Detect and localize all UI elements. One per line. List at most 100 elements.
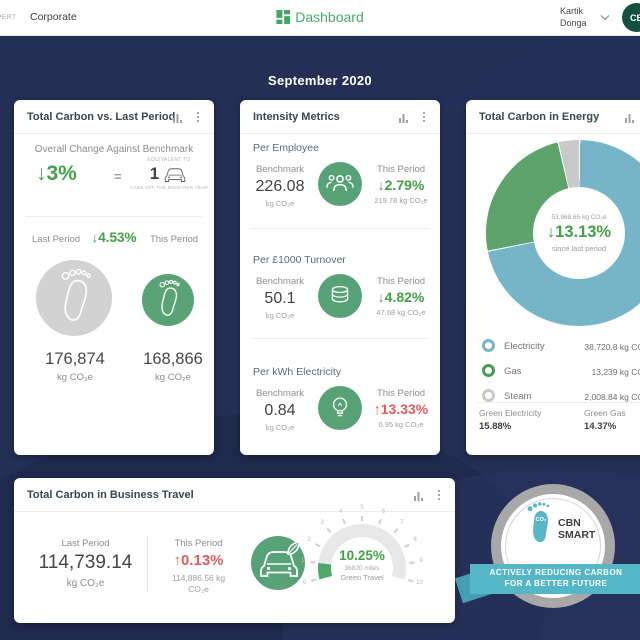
user-last-name: Donga [560, 18, 587, 28]
avatar-initials: CB [630, 12, 640, 23]
stat-label: Green Electricity [479, 408, 542, 418]
gauge-tick-label: 1 [301, 558, 305, 565]
this-period-value: 0.95 kg CO₂e [378, 420, 424, 429]
equivalent-to-label: EQUIVALENT TO [147, 157, 191, 163]
divider [240, 133, 440, 134]
chart-type-icon[interactable] [398, 112, 410, 124]
nav-corporate[interactable]: Corporate [30, 11, 77, 23]
user-menu[interactable]: Kartik Donga [560, 5, 587, 29]
legend-value: 13,239 kg CO₂e [591, 367, 640, 377]
card-title: Total Carbon in Business Travel [27, 489, 194, 501]
coins-icon [331, 286, 349, 303]
chart-type-icon[interactable] [413, 490, 425, 502]
stat-value: 15.88% [479, 421, 512, 432]
kebab-menu-icon[interactable] [435, 488, 443, 502]
legend-label: Steam [504, 391, 532, 402]
gauge-tick-label: 9 [419, 558, 423, 565]
benchmark-subtitle: Overall Change Against Benchmark [34, 144, 194, 155]
gauge-tick-label: 0 [302, 579, 307, 586]
kebab-menu-icon[interactable] [194, 110, 202, 124]
card-title: Total Carbon in Energy [479, 111, 600, 123]
gas-ring-icon [482, 364, 495, 377]
change-value: ↑13.33% [373, 401, 429, 417]
card-total-carbon-vs-last-period: Total Carbon vs. Last Period Overall Cha… [14, 100, 214, 455]
coins-icon-circle [318, 274, 362, 318]
gauge-miles-caption: 36820 miles [344, 565, 380, 572]
avatar[interactable]: CB [622, 3, 640, 32]
energy-change-caption: since last period [551, 243, 607, 253]
last-period-value: 176,874 [45, 350, 105, 368]
car-icon [165, 168, 186, 182]
gauge-tick [342, 518, 346, 524]
gauge-tick-label: 7 [400, 520, 404, 527]
equivalent-caption: CARS OFF THE ROAD PER YEAR [130, 185, 208, 190]
chart-type-icon[interactable] [172, 112, 184, 124]
gauge-tick-label: 3 [320, 520, 324, 527]
stat-value: 14.37% [584, 421, 617, 432]
metric-per-turnover: Per £1000 Turnover Benchmark 50.1 kg CO₂… [240, 254, 440, 354]
gauge-tick-label: 4 [339, 508, 343, 515]
legend-electricity[interactable]: Electricity 38,720.8 kg CO₂e [466, 336, 640, 360]
this-period-value: 219.78 kg CO₂e [374, 196, 428, 205]
gauge-tick-label: 5 [360, 505, 364, 511]
gauge-value: 10.25% [339, 548, 385, 563]
card-total-carbon-in-business-travel: Total Carbon in Business Travel Last Per… [14, 478, 455, 623]
gauge-tick-label: 8 [413, 537, 417, 544]
benchmark-label: Benchmark [255, 276, 305, 287]
gauge-tick [361, 515, 363, 521]
divider [14, 133, 214, 134]
green-gas-stat: Green Gas 14.37% [584, 408, 640, 432]
user-first-name: Kartik [560, 6, 584, 16]
last-period-footprint [36, 260, 112, 336]
energy-change-value: ↓13.13% [546, 222, 612, 241]
equivalent-value: 1 [149, 164, 160, 183]
this-period-unit: CO₂e [188, 584, 209, 594]
legend-gas[interactable]: Gas 13,239 kg CO₂e [466, 361, 640, 385]
travel-gauge-center: 10.25% 36820 miles Green Travel [312, 548, 412, 582]
period-title: September 2020 [268, 73, 372, 88]
divider [478, 402, 640, 403]
badge-footprint-icon [527, 502, 550, 543]
kebab-menu-icon[interactable] [420, 110, 428, 124]
benchmark-value: 0.84 [264, 402, 296, 419]
chart-type-icon[interactable] [624, 112, 636, 124]
legend-value: 2,008.84 kg CO₂e [584, 392, 640, 402]
travel-this-period: This Period ↑0.13% 114,886.56 kg CO₂e [156, 538, 241, 594]
period-change-value: ↓4.53% [91, 230, 137, 245]
benchmark-value: 50.1 [264, 290, 296, 307]
last-period-unit: kg CO₂e [57, 372, 93, 383]
travel-last-period: Last Period 114,739.14 kg CO₂e [28, 538, 143, 589]
gauge-tick-label: 10 [416, 579, 423, 586]
chevron-down-icon[interactable] [600, 14, 610, 21]
metric-per-employee: Per Employee Benchmark 226.08 kg CO₂e Th… [240, 142, 440, 242]
car-leaf-icon [260, 541, 300, 577]
overall-change-value: ↓3% [36, 162, 77, 185]
brand-logo-partial: PERT [0, 14, 17, 21]
gauge-tick [314, 543, 321, 548]
card-total-carbon-in-energy: Total Carbon in Energy 53,968.65 kg CO₂e… [466, 100, 640, 455]
change-value: ↓4.82% [377, 289, 425, 305]
benchmark-unit: kg CO₂e [265, 199, 295, 208]
legend-steam[interactable]: Steam 2,008.84 kg CO₂e [466, 386, 640, 410]
last-period-label: Last Period [32, 234, 81, 245]
legend-value: 38,720.8 kg CO₂e [584, 342, 640, 352]
bulb-icon [332, 397, 348, 417]
divider [252, 228, 428, 229]
stat-label: Green Gas [584, 408, 626, 418]
gauge-title: Green Travel [340, 573, 384, 582]
people-icon-circle [318, 162, 362, 206]
last-period-unit: kg CO₂e [66, 578, 105, 589]
equals-sign: = [114, 169, 122, 184]
metric-label: Per Employee [253, 142, 319, 154]
this-period-label: This Period [150, 234, 199, 245]
benchmark-value: 226.08 [255, 178, 305, 195]
benchmark-label: Benchmark [255, 388, 305, 399]
this-period-unit: kg CO₂e [155, 372, 191, 383]
bulb-icon-circle [318, 386, 362, 430]
people-icon [326, 174, 354, 191]
dashboard-logo-icon [276, 10, 291, 24]
ribbon-line1: ACTIVELY REDUCING CARBON [489, 568, 623, 577]
this-period-label: This Period [376, 276, 426, 287]
change-value: ↓2.79% [377, 177, 425, 193]
last-period-label: Last Period [61, 538, 110, 549]
